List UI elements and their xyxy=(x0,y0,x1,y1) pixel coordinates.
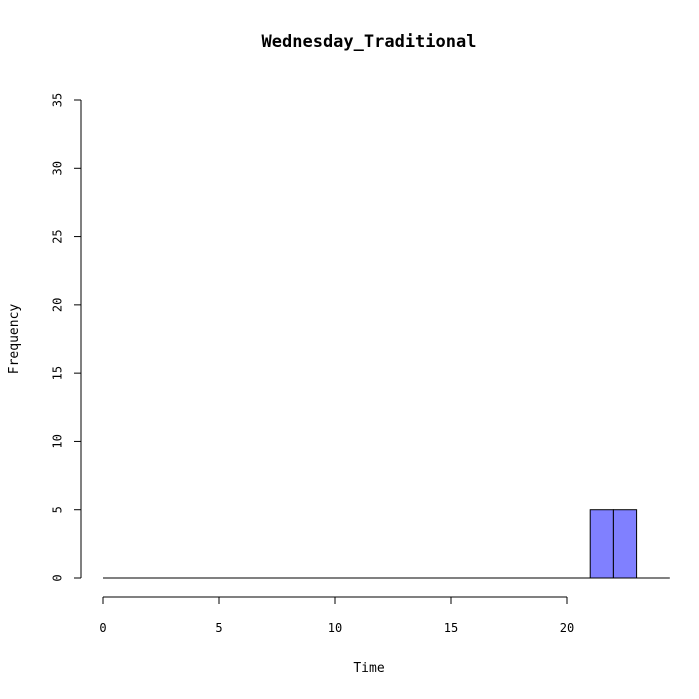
histogram-bar xyxy=(612,509,638,579)
y-tick-label: 25 xyxy=(51,229,65,243)
x-tick-label: 10 xyxy=(328,621,342,635)
y-tick-label: 10 xyxy=(51,434,65,448)
x-tick-label: 5 xyxy=(215,621,222,635)
x-axis-label: Time xyxy=(353,661,384,676)
y-tick-label: 0 xyxy=(51,574,65,581)
histogram-bars xyxy=(103,509,670,579)
x-axis: 0 5 10 15 20 xyxy=(99,596,574,635)
y-tick-label: 20 xyxy=(51,298,65,312)
y-axis: 0 5 10 15 20 25 30 35 xyxy=(51,93,82,582)
y-tick-label: 35 xyxy=(51,93,65,107)
x-tick-label: 20 xyxy=(560,621,574,635)
y-tick-label: 30 xyxy=(51,161,65,175)
x-tick-label: 15 xyxy=(444,621,458,635)
y-tick-label: 5 xyxy=(51,506,65,513)
chart-title: Wednesday_Traditional xyxy=(262,32,477,52)
histogram-bar xyxy=(589,509,614,579)
x-tick-label: 0 xyxy=(99,621,106,635)
y-tick-label: 15 xyxy=(51,366,65,380)
y-axis-label: Frequency xyxy=(7,304,22,375)
